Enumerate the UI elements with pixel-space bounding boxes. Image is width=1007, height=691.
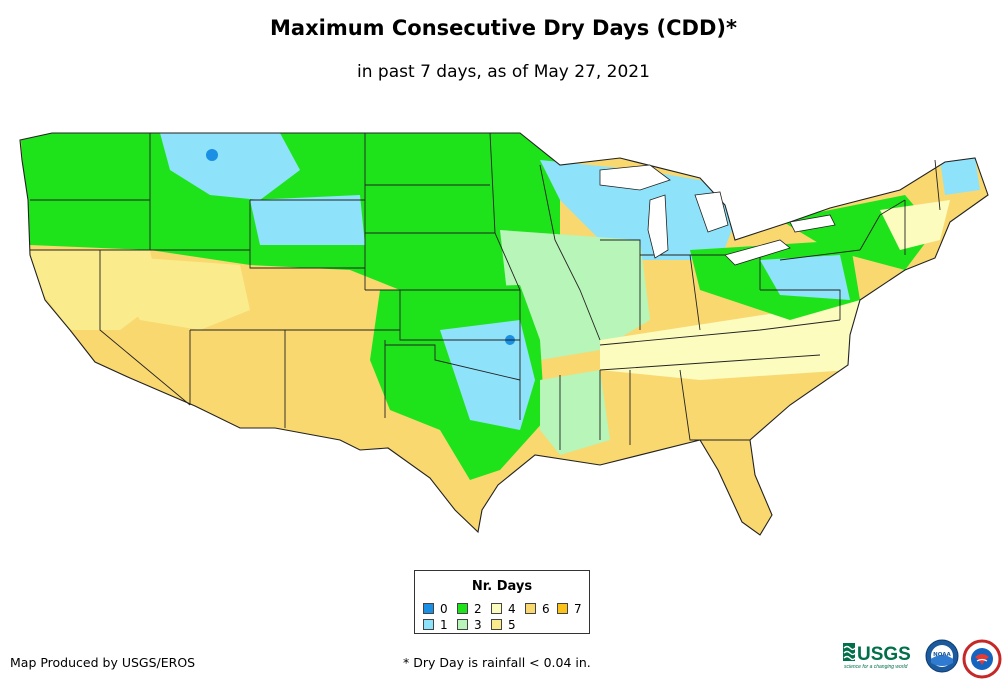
legend-label: 3 xyxy=(474,618,482,632)
legend-label: 5 xyxy=(508,618,516,632)
legend-label: 1 xyxy=(440,618,448,632)
legend-title: Nr. Days xyxy=(471,579,533,594)
legend-swatch xyxy=(423,603,434,614)
legend-label: 6 xyxy=(542,602,550,616)
legend-item-1: 1 xyxy=(423,619,448,631)
legend-swatch xyxy=(491,619,502,630)
great-lakes xyxy=(599,164,836,266)
legend-swatch xyxy=(491,603,502,614)
dry-day-definition-note: * Dry Day is rainfall < 0.04 in. xyxy=(403,655,591,670)
usgs-tagline: science for a changing world xyxy=(844,664,908,670)
dry-days-surface xyxy=(20,133,988,535)
legend-item-5: 5 xyxy=(491,619,516,631)
legend-swatch xyxy=(457,603,468,614)
legend-swatch xyxy=(423,619,434,630)
legend-item-0: 0 xyxy=(423,603,448,615)
legend-label: 2 xyxy=(474,602,482,616)
legend-swatch xyxy=(557,603,568,614)
nws-logo xyxy=(962,639,1002,679)
legend-label: 4 xyxy=(508,602,516,616)
usgs-logo-text: USGS xyxy=(857,644,911,665)
legend-item-2: 2 xyxy=(457,603,482,615)
legend-item-7: 7 xyxy=(557,603,582,615)
noaa-logo-text: NOAA xyxy=(933,652,951,658)
legend-item-6: 6 xyxy=(525,603,550,615)
legend-swatch xyxy=(525,603,536,614)
legend: Nr. Days 0 1 2 3 4 5 6 7 xyxy=(414,570,590,634)
legend-item-3: 3 xyxy=(457,619,482,631)
map-credit: Map Produced by USGS/EROS xyxy=(10,655,196,670)
map-title: Maximum Consecutive Dry Days (CDD)* xyxy=(270,16,737,40)
map-subtitle: in past 7 days, as of May 27, 2021 xyxy=(357,62,650,82)
legend-label: 0 xyxy=(440,602,448,616)
legend-item-4: 4 xyxy=(491,603,516,615)
legend-swatch xyxy=(457,619,468,630)
legend-label: 7 xyxy=(574,602,582,616)
noaa-logo: NOAA xyxy=(925,639,959,673)
usgs-logo: USGS science for a changing world xyxy=(843,643,911,670)
